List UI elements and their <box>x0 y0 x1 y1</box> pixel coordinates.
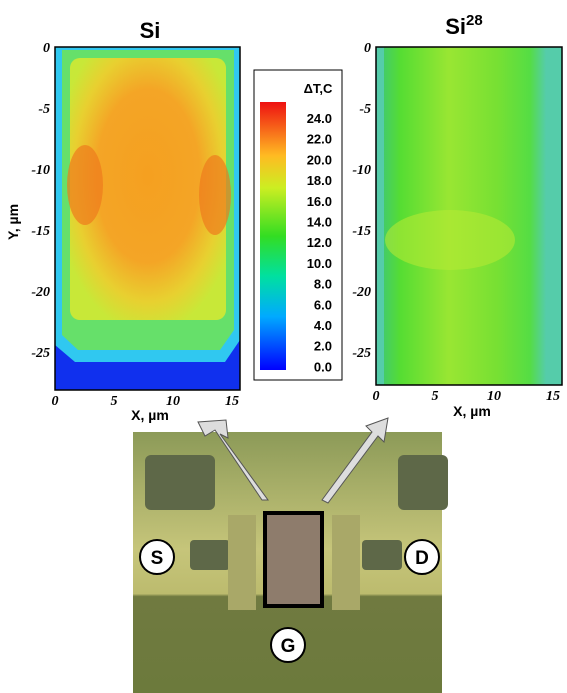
colorbar-title: ΔT,C <box>304 81 333 96</box>
x-tick-label: 5 <box>111 394 118 409</box>
colorbar-tick-label: 6.0 <box>314 297 332 312</box>
drain-label: D <box>415 548 429 569</box>
panel-title: Si28 <box>445 12 482 39</box>
y-tick-label: -25 <box>31 346 50 361</box>
x-tick-label: 0 <box>373 389 380 404</box>
title-superscript: 28 <box>466 12 483 29</box>
y-tick-label: -5 <box>359 102 371 117</box>
colorbar-tick-label: 14.0 <box>307 215 332 230</box>
colorbar-tick-label: 20.0 <box>307 152 332 167</box>
device-photo: S D G <box>133 418 448 693</box>
colorbar-tick-label: 24.0 <box>307 111 332 126</box>
y-axis-label: Y, µm <box>5 204 21 240</box>
y-tick-label: -10 <box>352 163 371 178</box>
gate-label: G <box>281 636 296 657</box>
x-axis-label: X, µm <box>131 407 169 423</box>
colorbar-tick-label: 2.0 <box>314 339 332 354</box>
y-tick-label: -20 <box>352 285 371 300</box>
colorbar-tick-label: 16.0 <box>307 194 332 209</box>
x-tick-label: 10 <box>487 389 501 404</box>
y-tick-label: -5 <box>38 102 50 117</box>
y-tick-label: -15 <box>31 224 50 239</box>
colorbar-tick-label: 18.0 <box>307 173 332 188</box>
x-tick-label: 15 <box>225 394 239 409</box>
y-tick-label: -10 <box>31 163 50 178</box>
y-tick-label: -25 <box>352 346 371 361</box>
colorbar-tick-label: 10.0 <box>307 256 332 271</box>
y-tick-label: -20 <box>31 285 50 300</box>
x-tick-label: 5 <box>432 389 439 404</box>
y-tick-label: 0 <box>43 41 50 56</box>
y-tick-label: -15 <box>352 224 371 239</box>
title-base: Si <box>445 14 466 39</box>
source-label: S <box>151 548 164 569</box>
x-tick-label: 0 <box>52 394 59 409</box>
colorbar-tick-label: 4.0 <box>314 318 332 333</box>
heatmap-si <box>55 47 240 390</box>
colorbar-tick-label: 0.0 <box>314 359 332 374</box>
colorbar-tick-label: 22.0 <box>307 132 332 147</box>
panel-title: Si <box>140 18 161 43</box>
x-axis-label: X, µm <box>453 403 491 419</box>
x-tick-label: 15 <box>546 389 560 404</box>
figure: ΔT,C Si Si28 X, µm X, µm Y, µm S D G 051… <box>0 0 567 693</box>
heatmap-si28 <box>376 47 562 385</box>
x-tick-label: 10 <box>166 394 180 409</box>
colorbar-tick-label: 12.0 <box>307 235 332 250</box>
colorbar-tick-label: 8.0 <box>314 277 332 292</box>
y-tick-label: 0 <box>364 41 371 56</box>
